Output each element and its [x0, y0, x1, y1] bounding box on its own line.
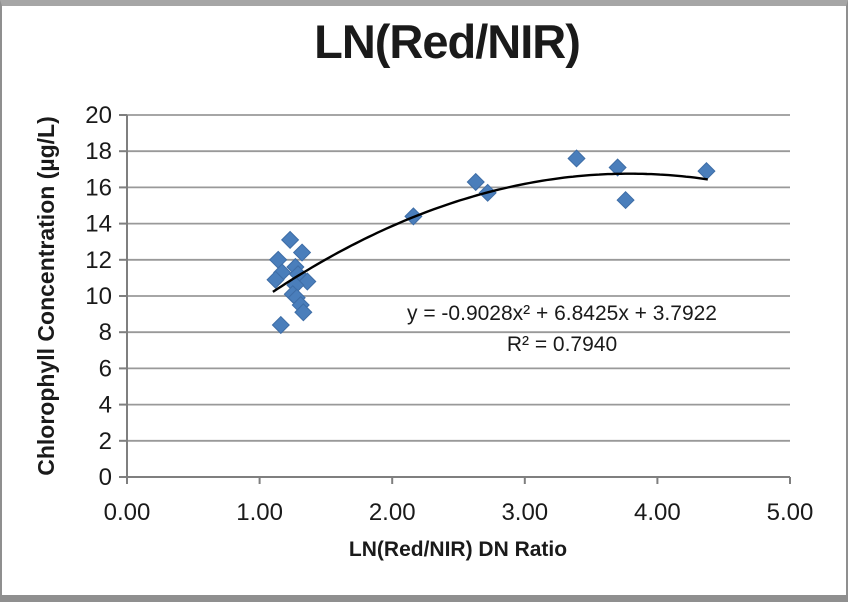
- data-point-marker: [280, 230, 300, 249]
- data-point-marker: [271, 315, 290, 335]
- y-tick-label: 0: [99, 464, 112, 491]
- x-tick-label: 4.00: [634, 499, 681, 526]
- y-tick-label: 6: [99, 355, 112, 382]
- plot-area: 0 2 4 6 8 10 12 14 16 18 20 0.00 1.00 2.00 3.00 4.00 5.0…: [85, 102, 814, 526]
- data-point-marker: [292, 243, 312, 262]
- trendline-equation: y = -0.9028x² + 6.8425x + 3.7922: [407, 302, 717, 325]
- x-tick-label: 2.00: [369, 499, 416, 526]
- y-tick-label: 8: [99, 319, 112, 346]
- data-point-marker: [697, 162, 716, 181]
- y-tick-label: 2: [99, 428, 112, 455]
- x-axis-title: LN(Red/NIR) DN Ratio: [348, 538, 568, 561]
- data-point-marker: [466, 172, 485, 192]
- data-point-marker: [298, 272, 317, 291]
- x-tick-label: 1.00: [236, 499, 283, 526]
- y-tick-label: 18: [85, 138, 112, 165]
- trendline-annotation: y = -0.9028x² + 6.8425x + 3.7922 R² = 0.…: [362, 298, 762, 360]
- trendline-r-squared: R² = 0.7940: [506, 333, 618, 356]
- x-tick-label: 5.00: [767, 499, 814, 526]
- trendline-curve: [272, 172, 708, 293]
- y-axis-title: Chlorophyll Concentration (µg/L): [33, 116, 59, 476]
- y-tick-label: 14: [85, 211, 112, 238]
- x-tick-label: 3.00: [501, 499, 548, 526]
- y-tick-label: 10: [85, 283, 112, 310]
- y-tick-label: 20: [85, 102, 112, 129]
- data-point-marker: [567, 149, 586, 168]
- chart-title: LN(Red/NIR): [314, 15, 581, 68]
- y-tick-label: 16: [85, 174, 112, 201]
- data-point-marker: [294, 303, 313, 322]
- data-point-marker: [266, 270, 285, 289]
- data-point-marker: [608, 158, 627, 177]
- data-point-marker: [616, 190, 635, 210]
- y-tick-label: 4: [99, 392, 112, 419]
- x-tick-label: 0.00: [104, 499, 151, 526]
- y-tick-label: 12: [85, 247, 112, 274]
